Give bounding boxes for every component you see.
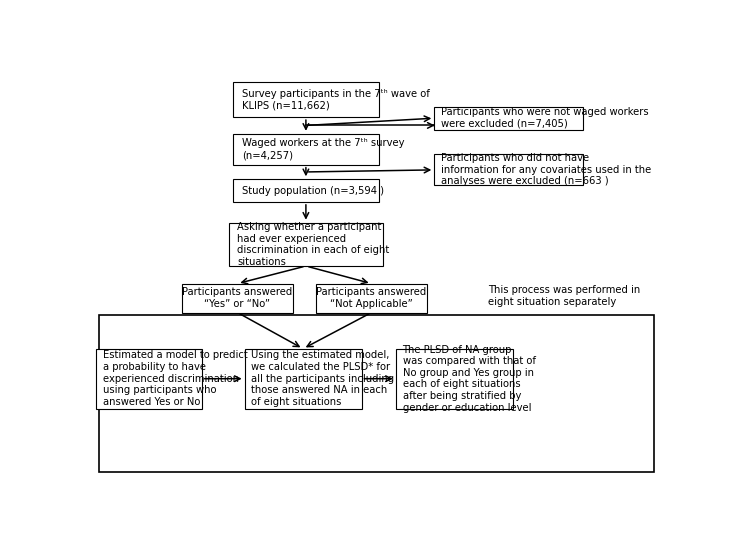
Bar [233, 134, 378, 165]
Bar [182, 284, 293, 313]
Text: Participants who did not have
information for any covariates used in the
analyse: Participants who did not have informatio… [441, 153, 651, 186]
Bar [229, 223, 383, 266]
Bar [96, 349, 202, 409]
Text: This process was performed in
eight situation separately: This process was performed in eight situ… [489, 285, 640, 307]
Text: Asking whether a participant
had ever experienced
discrimination in each of eigh: Asking whether a participant had ever ex… [238, 222, 389, 267]
Bar [434, 107, 583, 129]
Text: Survey participants in the 7ᵗʰ wave of
KLIPS (n=11,662): Survey participants in the 7ᵗʰ wave of K… [241, 89, 430, 111]
Text: Waged workers at the 7ᵗʰ survey
(n=4,257): Waged workers at the 7ᵗʰ survey (n=4,257… [241, 139, 404, 160]
Text: Participants answered
“Not Applicable”: Participants answered “Not Applicable” [316, 287, 427, 309]
Bar [396, 349, 513, 409]
Bar [233, 82, 378, 117]
Text: Participants who were not waged workers
were excluded (n=7,405): Participants who were not waged workers … [441, 107, 648, 129]
Text: Study population (n=3,594 ): Study population (n=3,594 ) [241, 186, 383, 195]
Bar [233, 179, 378, 202]
Bar [316, 284, 427, 313]
Bar [434, 154, 583, 185]
Text: Using the estimated model,
we calculated the PLSD* for
all the participants incl: Using the estimated model, we calculated… [252, 351, 394, 407]
Text: Estimated a model to predict
a probability to have
experienced discrimination
us: Estimated a model to predict a probabili… [103, 351, 248, 407]
Bar [99, 315, 654, 471]
Bar [244, 349, 361, 409]
Text: The PLSD of NA group
was compared with that of
No group and Yes group in
each of: The PLSD of NA group was compared with t… [403, 345, 536, 413]
Text: Participants answered
“Yes” or “No”: Participants answered “Yes” or “No” [183, 287, 293, 309]
